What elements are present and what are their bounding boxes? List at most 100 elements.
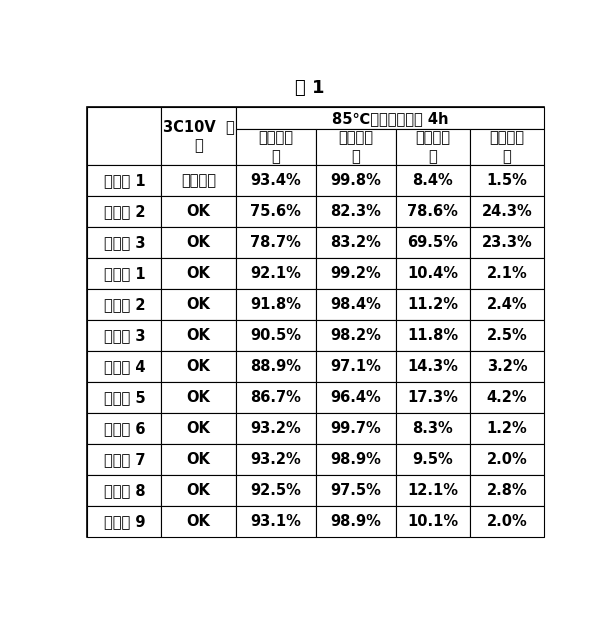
Text: 98.9%: 98.9% bbox=[330, 452, 381, 467]
Bar bbox=[235, 444, 316, 475]
Text: OK: OK bbox=[186, 390, 211, 405]
Text: OK: OK bbox=[186, 452, 211, 467]
Text: 98.9%: 98.9% bbox=[330, 514, 381, 529]
Text: 83.2%: 83.2% bbox=[330, 235, 381, 250]
Text: 98.4%: 98.4% bbox=[330, 297, 381, 312]
Bar bbox=[396, 444, 470, 475]
Bar bbox=[470, 475, 544, 506]
Bar bbox=[235, 166, 316, 196]
Bar bbox=[470, 506, 544, 537]
Text: OK: OK bbox=[186, 297, 211, 312]
Text: 内阻变化
率: 内阻变化 率 bbox=[416, 130, 450, 164]
Bar bbox=[235, 289, 316, 320]
Bar bbox=[87, 413, 162, 444]
Bar bbox=[396, 351, 470, 382]
Bar bbox=[87, 351, 162, 382]
Text: 实施例 8: 实施例 8 bbox=[103, 483, 145, 498]
Text: 实施例 9: 实施例 9 bbox=[103, 514, 145, 529]
Bar bbox=[235, 320, 316, 351]
Text: 11.8%: 11.8% bbox=[407, 328, 459, 343]
Text: 实施例 7: 实施例 7 bbox=[103, 452, 145, 467]
Text: OK: OK bbox=[186, 359, 211, 374]
Bar bbox=[87, 506, 162, 537]
Bar bbox=[316, 506, 396, 537]
Bar bbox=[162, 351, 235, 382]
Text: 99.8%: 99.8% bbox=[330, 173, 381, 189]
Bar bbox=[235, 382, 316, 413]
Text: 容量保持
率: 容量保持 率 bbox=[258, 130, 293, 164]
Bar bbox=[162, 227, 235, 258]
Text: 24.3%: 24.3% bbox=[482, 204, 532, 219]
Text: 10.4%: 10.4% bbox=[407, 266, 459, 281]
Text: 93.4%: 93.4% bbox=[250, 173, 301, 189]
Text: 实施例 6: 实施例 6 bbox=[103, 421, 145, 436]
Text: 93.2%: 93.2% bbox=[250, 421, 301, 436]
Text: 厉度变化
率: 厉度变化 率 bbox=[489, 130, 525, 164]
Text: OK: OK bbox=[186, 204, 211, 219]
Bar bbox=[396, 413, 470, 444]
Text: OK: OK bbox=[186, 235, 211, 250]
Text: 1.2%: 1.2% bbox=[486, 421, 528, 436]
Bar bbox=[470, 227, 544, 258]
Bar bbox=[316, 382, 396, 413]
Bar bbox=[87, 227, 162, 258]
Bar bbox=[470, 413, 544, 444]
Bar bbox=[87, 444, 162, 475]
Bar bbox=[316, 227, 396, 258]
Text: 92.5%: 92.5% bbox=[250, 483, 301, 498]
Bar bbox=[396, 289, 470, 320]
Bar bbox=[396, 382, 470, 413]
Text: 99.7%: 99.7% bbox=[330, 421, 381, 436]
Bar bbox=[470, 444, 544, 475]
Text: 8.3%: 8.3% bbox=[413, 421, 453, 436]
Bar bbox=[162, 444, 235, 475]
Bar bbox=[235, 506, 316, 537]
Bar bbox=[470, 196, 544, 227]
Bar bbox=[396, 129, 470, 166]
Text: 93.1%: 93.1% bbox=[250, 514, 301, 529]
Bar bbox=[396, 258, 470, 289]
Text: 10.1%: 10.1% bbox=[407, 514, 459, 529]
Bar bbox=[396, 475, 470, 506]
Bar bbox=[87, 166, 162, 196]
Text: OK: OK bbox=[186, 328, 211, 343]
Bar bbox=[87, 289, 162, 320]
Bar bbox=[235, 258, 316, 289]
Text: 90.5%: 90.5% bbox=[250, 328, 301, 343]
Bar bbox=[316, 166, 396, 196]
Text: 对比例 2: 对比例 2 bbox=[103, 204, 145, 219]
Bar bbox=[162, 382, 235, 413]
Text: 4.2%: 4.2% bbox=[486, 390, 528, 405]
Text: 85℃高温满电存储 4h: 85℃高温满电存储 4h bbox=[332, 111, 448, 126]
Text: 实施例 3: 实施例 3 bbox=[103, 328, 145, 343]
Bar bbox=[235, 351, 316, 382]
Text: 82.3%: 82.3% bbox=[330, 204, 381, 219]
Bar bbox=[87, 382, 162, 413]
Text: 23.3%: 23.3% bbox=[482, 235, 532, 250]
Bar bbox=[470, 129, 544, 166]
Text: 78.6%: 78.6% bbox=[408, 204, 459, 219]
Text: 3C10V  过
充: 3C10V 过 充 bbox=[163, 119, 234, 153]
Bar bbox=[162, 258, 235, 289]
Text: 爆炸起火: 爆炸起火 bbox=[181, 173, 216, 189]
Bar bbox=[87, 196, 162, 227]
Bar bbox=[316, 289, 396, 320]
Text: 2.4%: 2.4% bbox=[486, 297, 528, 312]
Text: 1.5%: 1.5% bbox=[486, 173, 528, 189]
Bar bbox=[235, 227, 316, 258]
Bar bbox=[235, 196, 316, 227]
Bar bbox=[162, 107, 235, 166]
Bar bbox=[87, 475, 162, 506]
Text: 9.5%: 9.5% bbox=[413, 452, 453, 467]
Text: 实施例 1: 实施例 1 bbox=[103, 266, 145, 281]
Bar bbox=[316, 129, 396, 166]
Text: 12.1%: 12.1% bbox=[407, 483, 459, 498]
Text: 对比例 3: 对比例 3 bbox=[103, 235, 145, 250]
Text: 2.5%: 2.5% bbox=[486, 328, 528, 343]
Text: 14.3%: 14.3% bbox=[408, 359, 459, 374]
Bar bbox=[87, 258, 162, 289]
Text: 实施例 2: 实施例 2 bbox=[103, 297, 145, 312]
Text: 实施例 4: 实施例 4 bbox=[103, 359, 145, 374]
Bar bbox=[162, 196, 235, 227]
Bar bbox=[235, 129, 316, 166]
